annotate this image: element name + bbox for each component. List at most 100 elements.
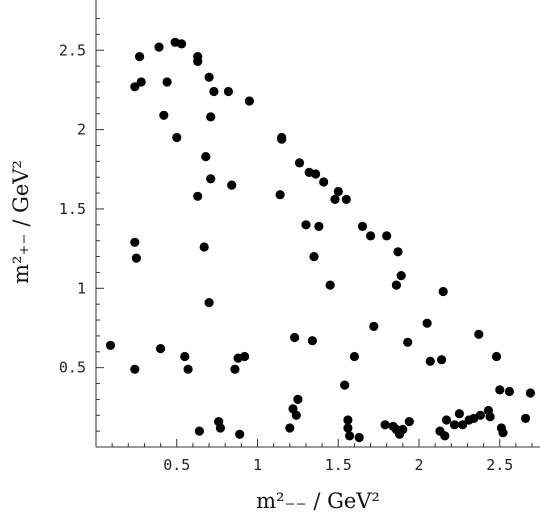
data-point [235, 429, 245, 439]
data-point [277, 134, 287, 144]
data-point [340, 380, 350, 390]
data-point [491, 351, 502, 362]
y-axis-label: m²₊₋ / GeV² [9, 160, 33, 284]
data-point [438, 286, 448, 297]
data-point [343, 415, 353, 425]
data-point [209, 86, 219, 97]
data-point [177, 39, 187, 49]
data-point [369, 321, 379, 331]
data-point [425, 356, 435, 366]
y-tick-labels: 0.5 1 1.5 2 2.5 [59, 41, 86, 376]
data-point [301, 220, 311, 230]
data-point [227, 180, 237, 190]
data-points [105, 37, 536, 443]
data-point [193, 56, 203, 66]
data-point [285, 423, 295, 433]
data-point [495, 385, 505, 395]
ticks [96, 18, 533, 447]
data-point [162, 77, 172, 87]
data-point [215, 423, 225, 433]
data-point [293, 394, 303, 404]
data-point [475, 410, 485, 420]
data-point [105, 340, 116, 350]
data-point [136, 77, 146, 87]
data-point [130, 82, 140, 92]
data-point [474, 329, 484, 339]
data-point [309, 252, 319, 262]
data-point [404, 417, 414, 427]
data-point [193, 191, 203, 201]
data-point [349, 351, 359, 362]
x-tick-label: 1.5 [325, 456, 352, 474]
data-point [172, 132, 182, 143]
data-point [330, 194, 340, 204]
data-point [343, 423, 353, 433]
y-tick-label: 2.5 [59, 41, 86, 59]
x-tick-labels: 0.5 1 1.5 2 2.5 [163, 456, 513, 474]
data-point [525, 388, 536, 398]
data-point [485, 412, 495, 422]
data-point [131, 253, 141, 263]
data-point [159, 110, 169, 120]
data-point [403, 337, 413, 347]
data-point [135, 52, 145, 62]
data-point [180, 351, 190, 362]
data-point [325, 280, 335, 290]
data-point [354, 432, 364, 443]
data-point [357, 221, 368, 231]
data-point [230, 364, 240, 374]
data-point [314, 221, 324, 231]
data-point [154, 42, 164, 52]
data-point [345, 431, 355, 441]
axes [95, 0, 540, 448]
x-tick-label: 2.5 [486, 456, 513, 474]
data-point [204, 72, 214, 82]
data-point [194, 426, 204, 436]
data-point [183, 364, 193, 374]
data-point [341, 194, 351, 204]
data-point [204, 298, 214, 308]
y-tick-label: 1 [77, 279, 86, 297]
y-tick-label: 0.5 [59, 359, 86, 377]
data-point [333, 186, 343, 197]
data-point [206, 112, 216, 122]
data-point [294, 158, 305, 168]
data-point [130, 364, 140, 374]
data-point [290, 332, 300, 343]
data-point [201, 152, 211, 162]
data-point [437, 355, 447, 365]
data-point [458, 420, 468, 430]
data-point [130, 237, 140, 247]
data-point [498, 428, 508, 438]
data-point [223, 86, 233, 97]
data-point [440, 431, 450, 441]
data-point [504, 386, 514, 397]
data-point [319, 177, 329, 187]
y-tick-label: 1.5 [59, 200, 86, 218]
data-point [199, 242, 209, 252]
data-point [396, 271, 406, 281]
x-tick-label: 0.5 [163, 456, 190, 474]
data-point [275, 190, 285, 200]
data-point [393, 247, 403, 257]
data-point [441, 415, 452, 425]
x-tick-label: 2 [414, 456, 423, 474]
data-point [240, 351, 250, 362]
y-tick-label: 2 [77, 121, 86, 139]
data-point [156, 344, 166, 354]
data-point [380, 420, 390, 430]
data-point [391, 280, 401, 290]
data-point [291, 410, 301, 420]
data-point [521, 413, 531, 423]
x-tick-label: 1 [253, 456, 262, 474]
data-point [454, 409, 464, 419]
data-point [422, 318, 432, 328]
x-axis-label: m²₋₋ / GeV² [256, 489, 380, 513]
data-point [449, 420, 460, 430]
data-point [398, 424, 408, 435]
data-point [366, 231, 376, 241]
data-point [206, 174, 216, 184]
data-point [311, 169, 321, 179]
data-point [382, 231, 392, 241]
